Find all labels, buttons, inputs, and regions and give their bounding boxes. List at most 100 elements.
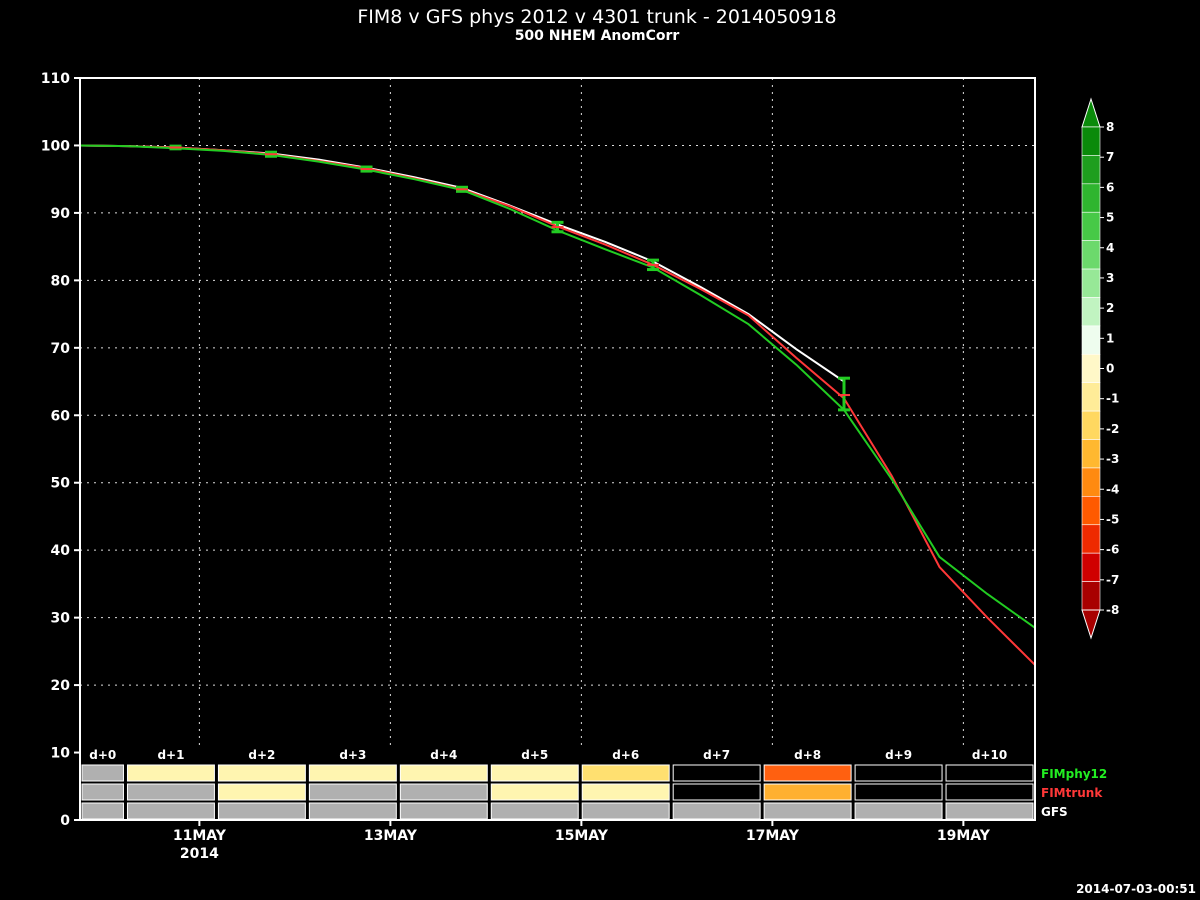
scorecard-day-label: d+3	[339, 748, 366, 762]
colorbar-segment	[1081, 496, 1101, 526]
scorecard-cell	[490, 764, 579, 782]
colorbar-segment	[1081, 183, 1101, 213]
scorecard-cell	[399, 783, 488, 801]
colorbar-label: -3	[1106, 452, 1119, 466]
error-bars	[169, 144, 850, 412]
colorbar-label: -4	[1106, 482, 1119, 496]
scorecard: d+0 d+1 d+2 d+3 d+4 d+5 d+6 d+7 d+8 d+9 d+10 FIMphy…	[80, 745, 1107, 820]
scorecard-day-label: d+8	[794, 748, 821, 762]
scorecard-cell	[308, 802, 397, 820]
x-axis: 11MAY 2014 13MAY 15MAY 17MAY 19MAY	[173, 820, 991, 862]
x-tick-label: 17MAY	[746, 828, 800, 844]
scorecard-cell	[490, 783, 579, 801]
series-line-fimphy12	[79, 144, 1036, 629]
y-tick-label: 50	[51, 476, 71, 492]
scorecard-cell	[81, 764, 124, 782]
scorecard-day-label: d+0	[89, 748, 116, 762]
scorecard-cell	[581, 783, 670, 801]
colorbar: 8 7 6 5 4 3 2 1 0 -1 -2 -3 -4 -5 -6 -7 -8	[1081, 97, 1119, 640]
scorecard-cell	[763, 802, 852, 820]
y-tick-label: 20	[51, 678, 71, 694]
colorbar-segment	[1081, 439, 1101, 469]
timestamp: 2014-07-03-00:51	[1076, 882, 1196, 896]
y-tick-label: 10	[51, 746, 71, 762]
plot-frame	[79, 77, 1036, 821]
scorecard-cell	[399, 764, 488, 782]
y-tick-label: 100	[41, 138, 70, 154]
x-tick-label: 15MAY	[555, 828, 609, 844]
colorbar-label: 4	[1106, 241, 1114, 255]
x-tick-label: 13MAY	[364, 828, 418, 844]
colorbar-bottom-arrow	[1081, 609, 1101, 640]
scorecard-cell	[763, 764, 852, 782]
series-line-gfs	[79, 144, 845, 383]
scorecard-cell	[217, 783, 306, 801]
scorecard-cell	[945, 783, 1034, 801]
y-tick-label: 60	[51, 408, 71, 424]
scorecard-row-label: FIMphy12	[1041, 767, 1107, 781]
scorecard-cell	[399, 802, 488, 820]
scorecard-cell	[945, 802, 1034, 820]
y-axis: 0 10 20 30 40 50 60 70 80 90 100 110	[41, 71, 80, 829]
colorbar-label: 3	[1106, 271, 1114, 285]
colorbar-segment	[1081, 524, 1101, 554]
scorecard-cell	[672, 783, 761, 801]
y-tick-label: 90	[51, 206, 71, 222]
colorbar-label: 8	[1106, 120, 1114, 134]
colorbar-segment	[1081, 240, 1101, 270]
scorecard-cell	[581, 802, 670, 820]
scorecard-row-label: GFS	[1041, 805, 1068, 819]
x-tick-label: 19MAY	[937, 828, 991, 844]
colorbar-label: -6	[1106, 543, 1119, 557]
y-tick-label: 40	[51, 543, 71, 559]
colorbar-segment	[1081, 382, 1101, 412]
scorecard-day-label: d+6	[612, 748, 639, 762]
scorecard-cell	[854, 764, 943, 782]
colorbar-label: -1	[1106, 392, 1119, 406]
colorbar-segment	[1081, 410, 1101, 440]
scorecard-cell	[672, 802, 761, 820]
scorecard-day-label: d+5	[521, 748, 548, 762]
scorecard-day-label: d+10	[972, 748, 1007, 762]
scorecard-cell	[126, 783, 215, 801]
scorecard-cell	[217, 764, 306, 782]
colorbar-segment	[1081, 126, 1101, 156]
grid	[80, 78, 1035, 820]
colorbar-label: 1	[1106, 331, 1114, 345]
scorecard-cell	[126, 802, 215, 820]
scorecard-day-label: d+9	[885, 748, 912, 762]
colorbar-segment	[1081, 211, 1101, 241]
colorbar-segment	[1081, 325, 1101, 355]
y-tick-label: 110	[41, 71, 70, 87]
colorbar-label: -2	[1106, 422, 1119, 436]
y-tick-label: 30	[51, 611, 71, 627]
scorecard-cell	[308, 783, 397, 801]
scorecard-day-label: d+1	[157, 748, 184, 762]
colorbar-segment	[1081, 581, 1101, 611]
colorbar-label: 0	[1106, 362, 1114, 376]
scorecard-cell	[81, 783, 124, 801]
scorecard-day-label: d+2	[248, 748, 275, 762]
scorecard-cell	[308, 764, 397, 782]
colorbar-segment	[1081, 467, 1101, 497]
colorbar-segment	[1081, 552, 1101, 582]
colorbar-label: -8	[1106, 603, 1119, 617]
scorecard-day-label: d+4	[430, 748, 457, 762]
y-tick-label: 0	[60, 813, 70, 829]
colorbar-segment	[1081, 297, 1101, 327]
scorecard-cell	[126, 764, 215, 782]
colorbar-label: 6	[1106, 180, 1114, 194]
chart-subtitle: 500 NHEM AnomCorr	[515, 28, 680, 44]
colorbar-label: -7	[1106, 573, 1119, 587]
scorecard-cell	[81, 802, 124, 820]
colorbar-top-arrow	[1081, 97, 1101, 128]
scorecard-cell	[672, 764, 761, 782]
scorecard-cell	[945, 764, 1034, 782]
colorbar-label: 7	[1106, 150, 1114, 164]
scorecard-cell	[854, 783, 943, 801]
colorbar-label: 2	[1106, 301, 1114, 315]
x-tick-label: 11MAY	[173, 828, 227, 844]
colorbar-segment	[1081, 353, 1101, 384]
scorecard-cell	[490, 802, 579, 820]
